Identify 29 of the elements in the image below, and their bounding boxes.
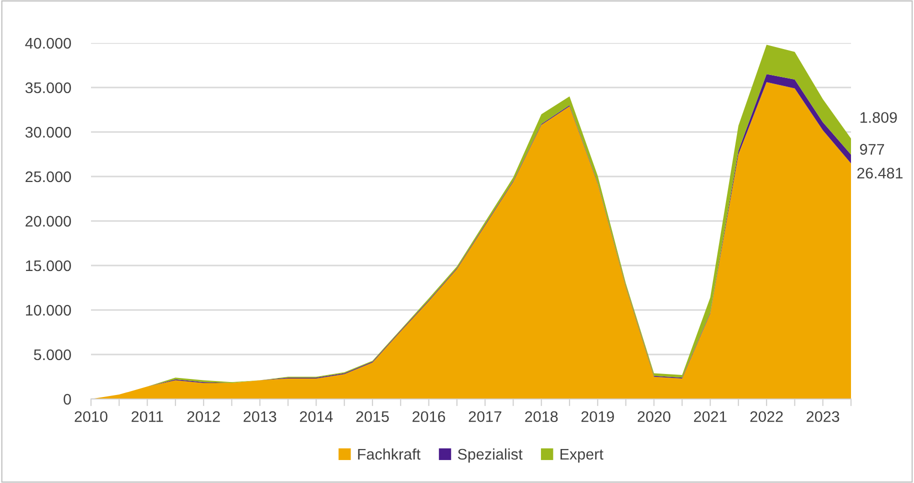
x-tick-label: 2022 — [750, 411, 783, 422]
data-label: 1.809 — [860, 112, 897, 123]
y-tick-label: 30.000 — [25, 126, 71, 138]
data-label: 26.481 — [857, 168, 903, 179]
legend-label: Expert — [560, 448, 604, 463]
legend-label: Fachkraft — [358, 448, 420, 460]
x-tick-label: 2019 — [581, 411, 614, 422]
x-tick-label: 2016 — [412, 411, 446, 422]
x-tick-label: 2020 — [638, 411, 670, 422]
data-label: 977 — [860, 144, 884, 155]
x-tick-label: 2021 — [694, 411, 727, 422]
y-tick-label: 25.000 — [26, 171, 71, 182]
x-tick-label: 2018 — [525, 411, 558, 422]
x-tick-label: 2014 — [300, 411, 333, 422]
x-tick-label: 2017 — [468, 411, 502, 422]
x-tick-label: 2012 — [187, 411, 220, 422]
y-tick-label: 40.000 — [25, 38, 71, 49]
x-tick-label: 2013 — [244, 411, 276, 422]
x-tick-label: 2011 — [132, 411, 163, 422]
y-tick-label: 5.000 — [34, 349, 71, 360]
x-tick-label: 2010 — [74, 411, 108, 422]
y-tick-label: 10.000 — [26, 304, 71, 316]
y-tick-label: 0 — [64, 394, 71, 405]
x-tick-label: 2023 — [806, 411, 840, 422]
x-tick-label: 2015 — [356, 411, 389, 422]
y-tick-label: 15.000 — [26, 260, 71, 272]
y-tick-label: 35.000 — [25, 82, 71, 94]
legend-label: Spezialist — [458, 448, 523, 463]
y-tick-label: 20.000 — [26, 216, 71, 227]
